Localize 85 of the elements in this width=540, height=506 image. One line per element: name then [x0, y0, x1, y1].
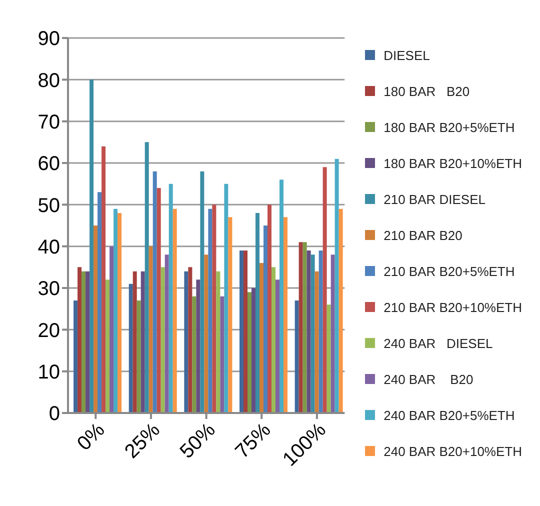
- bar: [188, 267, 192, 413]
- legend-label: 210 BAR B20: [384, 228, 462, 242]
- bar: [106, 280, 110, 413]
- bar: [164, 254, 169, 413]
- bar: [148, 246, 153, 413]
- legend-label: 240 BAR DIESEL: [384, 336, 493, 350]
- bar: [156, 188, 161, 413]
- legend-label: 210 BAR B20+5%ETH: [384, 264, 515, 278]
- bar: [184, 271, 188, 413]
- bar: [334, 158, 339, 413]
- bar: [298, 242, 303, 413]
- bar: [318, 250, 323, 413]
- bar: [268, 204, 272, 413]
- bar: [82, 271, 86, 413]
- bar: [118, 213, 122, 413]
- bar: [276, 280, 280, 413]
- legend-label: 180 BAR B20+5%ETH: [384, 120, 515, 134]
- bar: [102, 146, 106, 413]
- bar: [78, 267, 82, 413]
- bar: [196, 280, 200, 413]
- bar: [244, 250, 248, 413]
- bar: [322, 167, 327, 413]
- bar: [280, 180, 284, 413]
- bar: [90, 80, 94, 413]
- legend-label: 180 BAR B20: [384, 84, 470, 98]
- bar: [314, 271, 319, 413]
- legend-label: DIESEL: [384, 48, 430, 62]
- bar: [208, 208, 212, 413]
- bar: [86, 271, 90, 413]
- y-tick-label: 10: [38, 361, 60, 384]
- bar: [94, 226, 98, 413]
- legend-label: 240 BAR B20+5%ETH: [384, 408, 515, 422]
- y-tick-label: 20: [38, 320, 60, 342]
- bar: [144, 142, 149, 413]
- legend-label: 210 BAR DIESEL: [384, 192, 486, 206]
- bar: [114, 208, 118, 413]
- legend-label: 240 BAR B20+10%ETH: [384, 444, 522, 458]
- bar: [200, 171, 204, 413]
- bar: [294, 300, 299, 413]
- bar: [212, 204, 216, 413]
- bar: [256, 213, 260, 413]
- y-tick-label: 90: [38, 28, 60, 50]
- bar: [224, 184, 228, 413]
- bar: [136, 300, 141, 413]
- y-tick-label: 60: [38, 153, 60, 176]
- bar: [326, 304, 331, 413]
- bar: [228, 217, 232, 413]
- bar: [240, 250, 244, 413]
- bar: [216, 271, 220, 413]
- legend-label: 210 BAR B20+10%ETH: [384, 300, 522, 314]
- bar: [338, 208, 343, 413]
- y-tick-label: 50: [38, 194, 60, 217]
- bar: [272, 267, 276, 413]
- bar: [74, 300, 78, 413]
- bar: [204, 254, 208, 413]
- bar: [248, 292, 252, 413]
- bar: [330, 254, 335, 413]
- bar: [264, 226, 268, 413]
- y-tick-label: 80: [38, 70, 60, 92]
- y-tick-label: 0: [48, 403, 60, 426]
- y-tick-label: 30: [38, 278, 60, 300]
- bar: [152, 171, 157, 413]
- x-tick-label: 50%: [176, 418, 220, 463]
- bar: [306, 250, 311, 413]
- x-tick-label: 75%: [231, 418, 276, 463]
- bar: [160, 267, 165, 413]
- bar: [168, 184, 173, 413]
- bar: [140, 271, 145, 413]
- bar: [128, 284, 133, 413]
- bar: [172, 208, 177, 413]
- legend-label: 180 BAR B20+10%ETH: [384, 156, 522, 170]
- y-tick-label: 70: [38, 111, 60, 134]
- bar: [252, 288, 256, 413]
- y-tick-label: 40: [38, 236, 60, 258]
- bar: [302, 242, 307, 413]
- x-tick-label: 0%: [73, 418, 110, 456]
- legend-label: 240 BAR B20: [384, 372, 474, 386]
- bar: [98, 192, 102, 413]
- bar: [284, 217, 288, 413]
- bar: [220, 296, 224, 413]
- bar: [310, 254, 315, 413]
- bar: [110, 246, 114, 413]
- bar: [132, 271, 137, 413]
- bar: [192, 296, 196, 413]
- bar: [260, 263, 264, 413]
